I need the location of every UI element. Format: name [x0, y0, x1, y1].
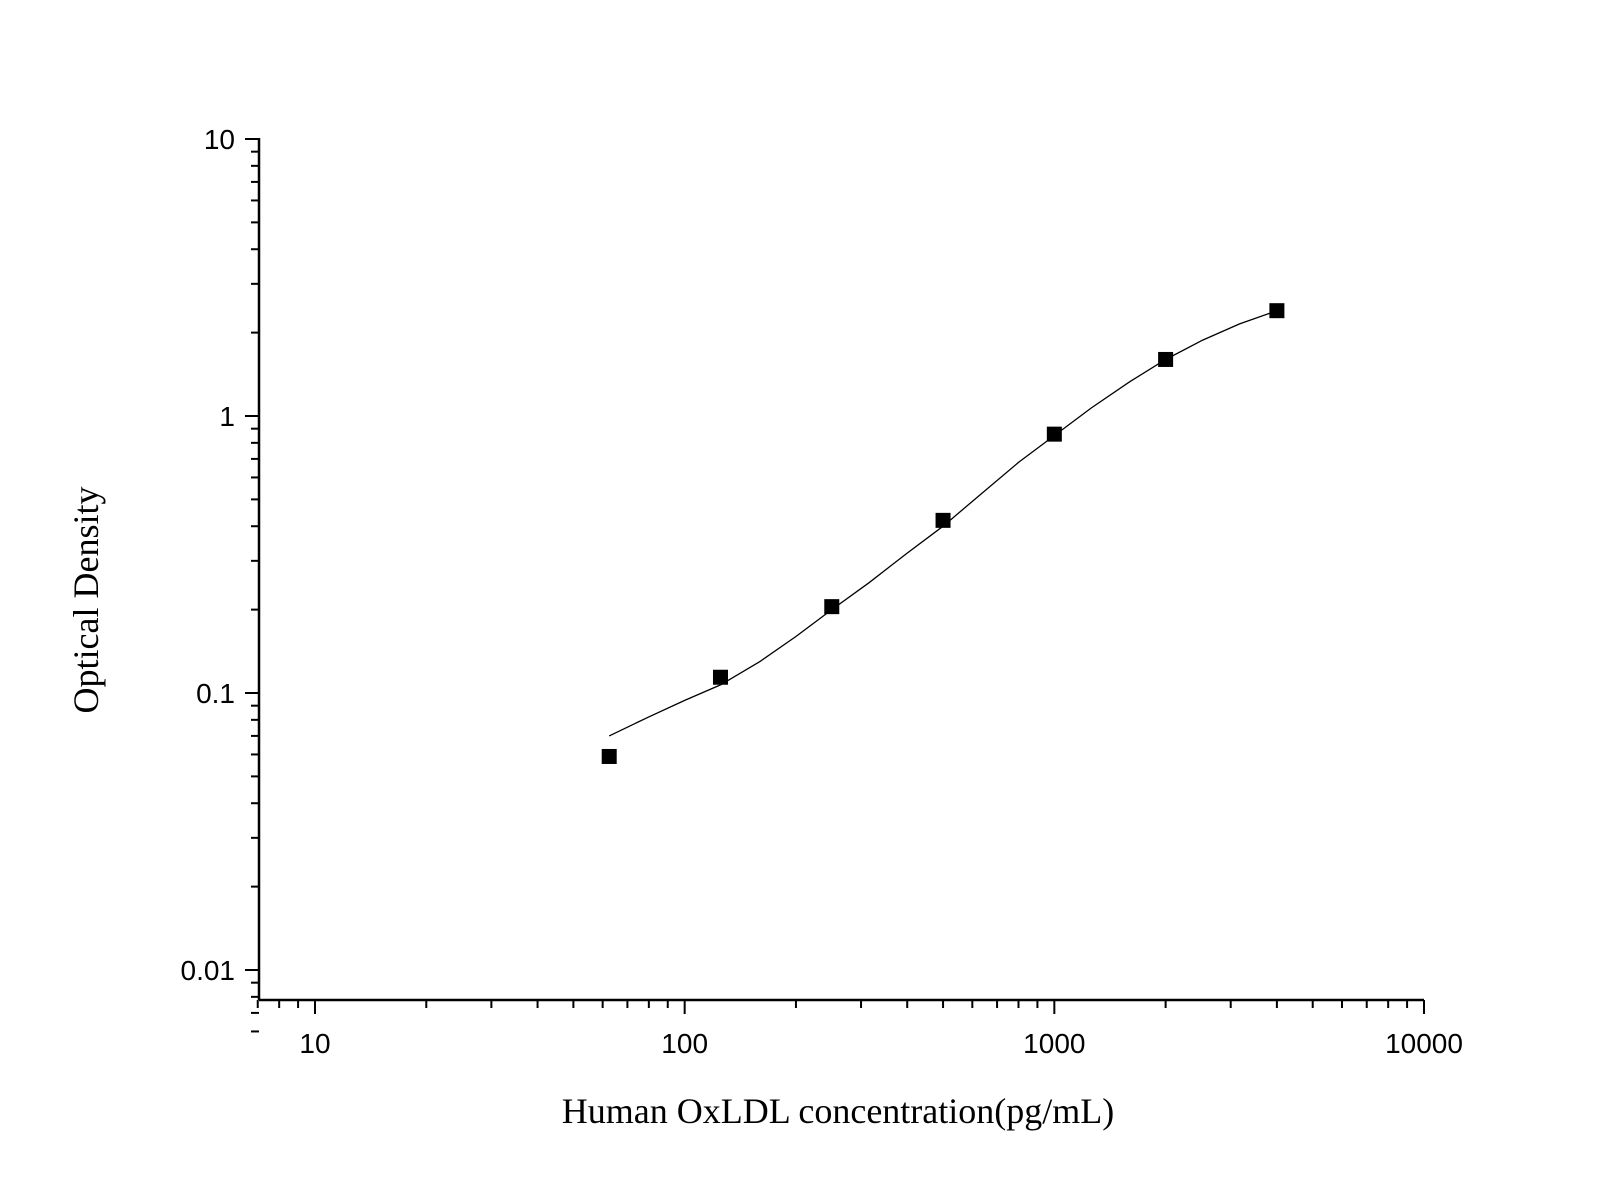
- x-axis: 10 100 1000 10000: [256, 998, 1463, 1059]
- data-point: [712, 669, 728, 685]
- y-tick-label: 1: [219, 401, 235, 432]
- x-tick-label: 10: [299, 1028, 330, 1059]
- data-points: [601, 303, 1285, 764]
- x-tick-label: 10000: [1385, 1028, 1463, 1059]
- data-point: [1269, 303, 1285, 319]
- x-tick-label: 1000: [1023, 1028, 1085, 1059]
- data-point: [935, 512, 951, 528]
- data-point: [1158, 351, 1174, 367]
- y-tick-label: 0.1: [196, 678, 235, 709]
- y-tick-label: 0.01: [181, 955, 236, 986]
- y-tick-label: 10: [204, 124, 235, 155]
- y-axis-ticks: 0.01 0.1 1 10: [181, 124, 259, 1033]
- data-point: [824, 599, 840, 615]
- x-axis-title: Human OxLDL concentration(pg/mL): [562, 1091, 1115, 1131]
- x-axis-ticks: 10 100 1000 10000: [256, 1000, 1463, 1059]
- y-axis-title: Optical Density: [66, 487, 106, 714]
- data-point: [1046, 426, 1062, 442]
- y-axis: 0.01 0.1 1 10: [181, 124, 261, 1033]
- data-point: [601, 748, 617, 764]
- x-tick-label: 100: [661, 1028, 708, 1059]
